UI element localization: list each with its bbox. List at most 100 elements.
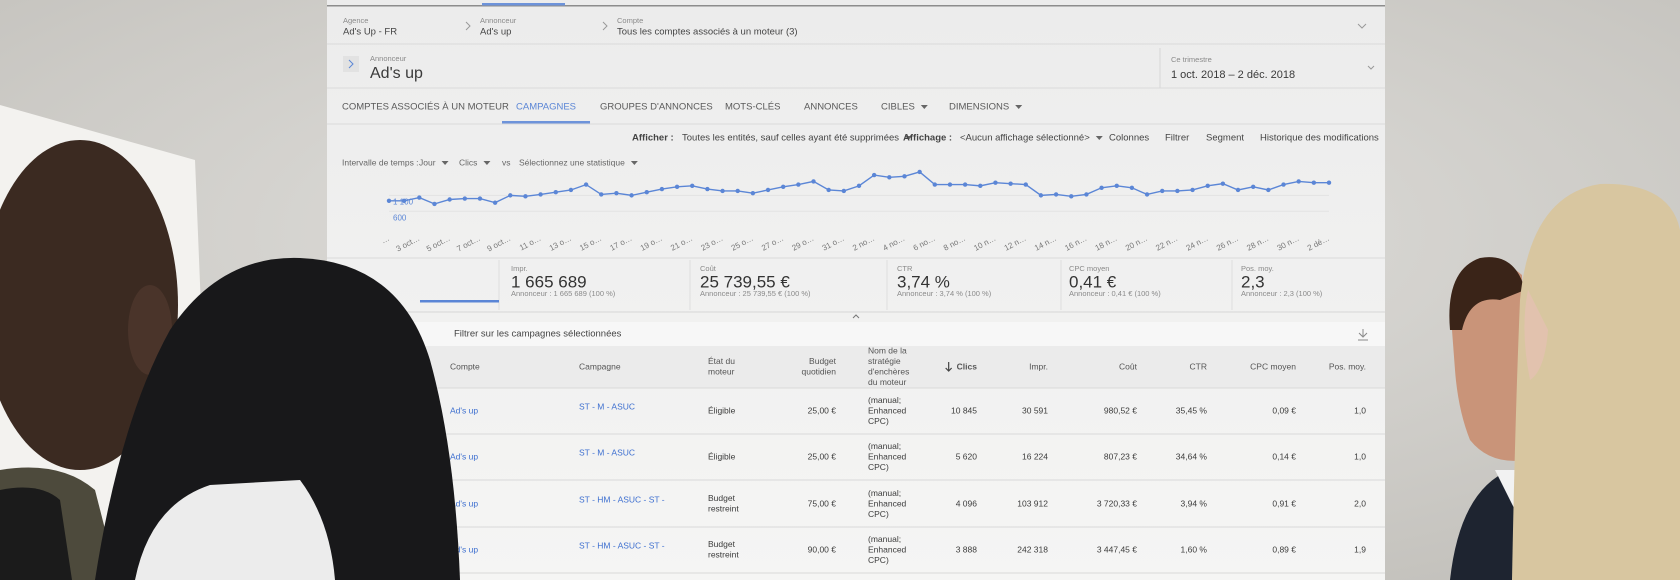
breadcrumb-label: Annonceur [480, 16, 517, 25]
expand-icon[interactable] [1357, 23, 1367, 29]
date-range[interactable]: 1 oct. 2018 – 2 déc. 2018 [1171, 69, 1295, 81]
table-link[interactable]: ST - M - ASUC [579, 401, 635, 411]
chart-control[interactable]: vs [502, 157, 511, 167]
table-cell: 25,00 € [808, 405, 837, 415]
chart-control[interactable]: Jour [419, 157, 436, 167]
column-header[interactable]: stratégie [868, 356, 901, 366]
toolbar-button[interactable]: Colonnes [1109, 133, 1149, 144]
top-bar [327, 5, 1385, 7]
point [1008, 181, 1013, 186]
point [962, 182, 968, 187]
column-header[interactable]: d'enchères [868, 367, 909, 377]
stat-label[interactable]: CPC moyen [1069, 264, 1109, 273]
breadcrumb-value[interactable]: Ad's up [480, 27, 511, 38]
table-link[interactable]: ST - HM - ASUC - ST - [579, 494, 665, 504]
point [1326, 180, 1332, 185]
table-link[interactable]: ST - HM - ASUC - ST - [579, 540, 665, 550]
stat-label[interactable]: Impr. [511, 264, 528, 273]
point [599, 192, 604, 197]
point [690, 183, 695, 189]
stat-value: 1 665 689 [511, 272, 587, 291]
toolbar-button[interactable]: Segment [1206, 133, 1244, 144]
stat-label[interactable]: Coût [700, 264, 717, 273]
point [553, 190, 558, 195]
column-header[interactable]: Campagne [579, 361, 621, 371]
breadcrumb-value[interactable]: Tous les comptes associés à un moteur (3… [617, 27, 798, 38]
header-label: Annonceur [370, 54, 407, 63]
column-header[interactable]: Budget [809, 356, 837, 366]
point [978, 183, 983, 189]
stat-sub: Annonceur : 1 665 689 (100 %) [511, 289, 616, 298]
collapse-icon[interactable] [852, 314, 860, 319]
column-header[interactable]: État du [708, 356, 735, 366]
column-header[interactable]: Pos. moy. [1329, 361, 1366, 371]
chart-control[interactable]: Clics [459, 157, 477, 167]
table-link[interactable]: ST - M - ASUC [579, 447, 635, 457]
point [659, 186, 665, 192]
column-header[interactable]: Nom de la [868, 346, 907, 356]
date-label: Ce trimestre [1171, 55, 1212, 64]
filter-bar [327, 322, 1385, 346]
tab[interactable]: DIMENSIONS [949, 102, 1009, 113]
table-cell: (manual; [868, 395, 901, 405]
point [1084, 192, 1089, 197]
filter-dropdown[interactable]: Toutes les entités, sauf celles ayant ét… [682, 133, 899, 144]
point [568, 187, 574, 193]
tab[interactable]: MOTS-CLÉS [725, 102, 780, 113]
table-header-bg [327, 346, 1385, 388]
header-title: Ad's up [370, 65, 423, 82]
date-caret[interactable] [1367, 65, 1375, 70]
point [932, 182, 938, 187]
toolbar-button[interactable]: Historique des modifications [1260, 133, 1379, 144]
dropdown-caret [1095, 136, 1103, 140]
table-cell: 1,0 [1354, 405, 1366, 415]
table-cell: 3 447,45 € [1097, 544, 1137, 554]
column-header[interactable]: CTR [1190, 361, 1207, 371]
stat-sub: Annonceur : 3,74 % (100 %) [897, 289, 992, 298]
dropdown-caret [483, 161, 491, 165]
table-cell: (manual; [868, 488, 901, 498]
tab[interactable]: CIBLES [881, 102, 915, 113]
chart-control[interactable]: Sélectionnez une statistique [519, 157, 625, 167]
tab[interactable]: ANNONCES [804, 102, 858, 113]
view-dropdown[interactable]: <Aucun affichage sélectionné> [960, 133, 1090, 144]
column-header[interactable]: Impr. [1029, 361, 1048, 371]
table-link[interactable]: Ad's up [450, 498, 478, 508]
column-header[interactable]: moteur [708, 367, 735, 377]
toolbar-button[interactable]: Filtrer [1165, 133, 1189, 144]
table-link[interactable]: Ad's up [450, 544, 478, 554]
column-header[interactable]: Coût [1119, 361, 1138, 371]
table-cell: Éligible [708, 451, 736, 461]
column-header[interactable]: Compte [450, 361, 480, 371]
download-icon[interactable] [1358, 329, 1368, 341]
table-link[interactable]: Ad's up [450, 451, 478, 461]
point [492, 200, 498, 205]
column-header[interactable]: CPC moyen [1250, 361, 1296, 371]
breadcrumb-value[interactable]: Ad's Up - FR [343, 27, 397, 38]
point [477, 196, 483, 201]
stat-label[interactable]: Pos. moy. [1241, 264, 1274, 273]
point [1266, 187, 1271, 193]
point [856, 183, 862, 189]
table-cell: Budget [708, 493, 736, 503]
column-header[interactable]: quotidien [801, 367, 836, 377]
woman-right-hair [1512, 183, 1680, 580]
dropdown-caret [905, 136, 913, 140]
point [432, 201, 437, 207]
tab[interactable]: GROUPES D'ANNONCES [600, 102, 713, 113]
tab[interactable]: CAMPAGNES [516, 102, 576, 113]
column-header[interactable]: du moteur [868, 377, 906, 387]
nav-button[interactable] [343, 56, 359, 72]
tab[interactable]: COMPTES ASSOCIÉS À UN MOTEUR [342, 102, 509, 113]
point [1190, 187, 1195, 193]
point [644, 190, 649, 195]
tab-underline [502, 121, 591, 124]
stat-label[interactable]: CTR [897, 264, 913, 273]
table-link[interactable]: Ad's up [450, 405, 478, 415]
table-cell: 0,14 € [1272, 451, 1296, 461]
filter-label[interactable]: Filtrer sur les campagnes sélectionnées [454, 329, 622, 340]
point [583, 182, 589, 187]
column-header[interactable]: Clics [957, 361, 978, 371]
dropdown-caret [1015, 105, 1023, 109]
